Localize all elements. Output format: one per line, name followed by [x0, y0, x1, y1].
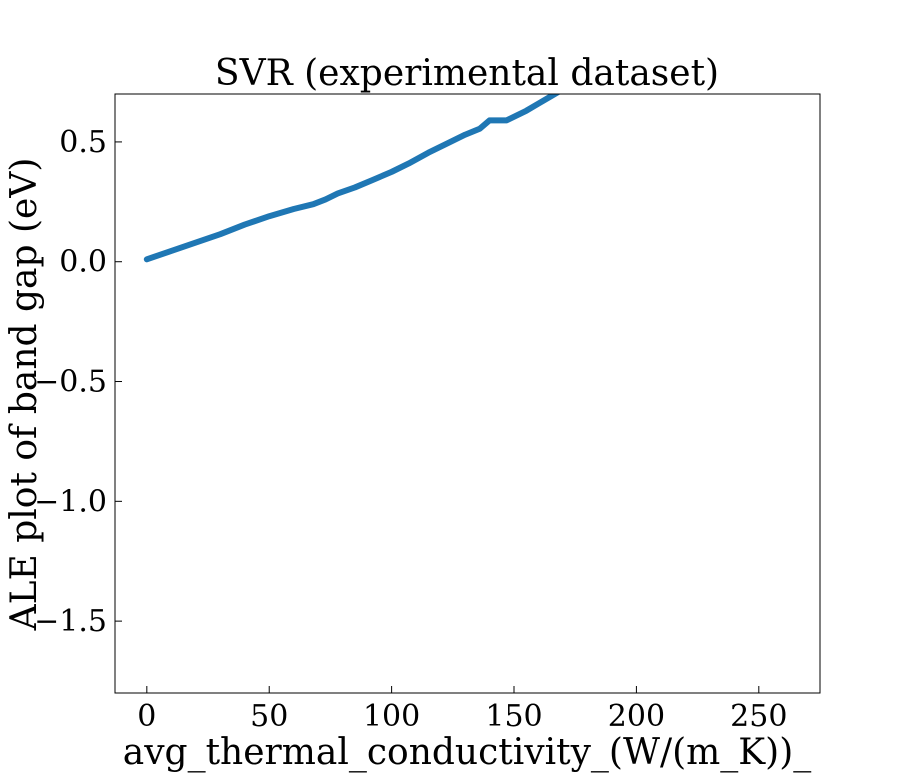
- plot-background: [115, 94, 820, 693]
- x-tick-label: 200: [608, 699, 665, 734]
- y-tick-label: 0.5: [59, 125, 107, 160]
- x-tick-label: 50: [250, 699, 288, 734]
- y-tick-label: −1.0: [34, 484, 107, 519]
- y-tick-label: −1.5: [34, 604, 107, 639]
- chart-title: SVR (experimental dataset): [215, 53, 719, 94]
- y-tick-label: 0.0: [59, 245, 107, 280]
- y-tick-label: −0.5: [34, 365, 107, 400]
- x-axis-label: avg_thermal_conductivity_(W/(m_K))_: [123, 732, 812, 773]
- x-tick-label: 250: [730, 699, 787, 734]
- plot-area: [143, 94, 561, 263]
- x-tick-label: 100: [363, 699, 420, 734]
- x-tick-label: 0: [137, 699, 156, 734]
- plot-frame: [114, 93, 821, 694]
- x-tick-label: 150: [485, 699, 542, 734]
- y-axis-ticks: −1.5 −1.0 −0.5 0.0 0.5: [34, 125, 122, 639]
- x-axis-ticks: 0 50 100 150 200 250: [137, 686, 787, 734]
- y-axis-label: ALE plot of band gap (eV): [4, 158, 45, 632]
- series-line-0: [143, 94, 561, 263]
